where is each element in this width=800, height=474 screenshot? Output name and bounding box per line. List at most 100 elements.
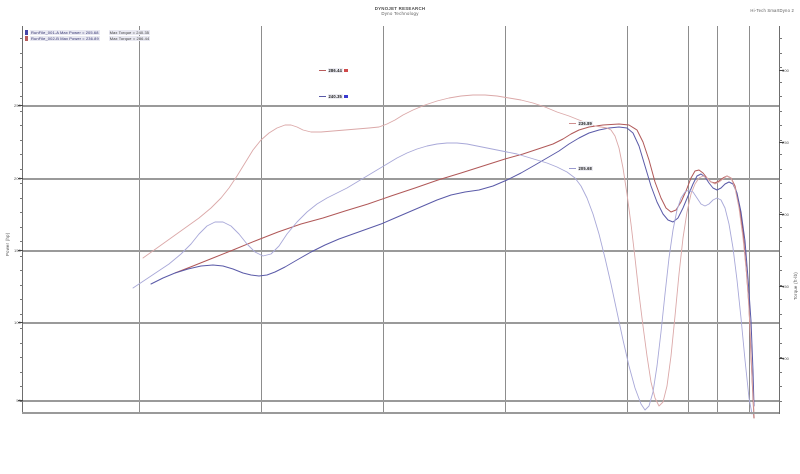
annotation-torque-a: 240.35: [319, 94, 348, 99]
annotation-value: 286.44: [327, 68, 343, 73]
plot-area: RunFile_001-A Max Power = 205.68 Max Tor…: [5, 26, 789, 419]
y-minor-tick-left: [20, 169, 23, 170]
annotation-dash: [319, 95, 326, 98]
y-tick-left: [18, 400, 23, 402]
y-minor-tick-left: [20, 125, 23, 126]
y-minor-tick-right: [779, 125, 782, 126]
y-minor-tick-right: [779, 328, 782, 329]
annotation-value: 205.68: [577, 166, 593, 171]
y-minor-tick-left: [20, 372, 23, 373]
y-minor-tick-left: [20, 386, 23, 387]
annotation-dash: [319, 69, 326, 72]
y-tick-label-right: 100: [782, 355, 789, 361]
y-tick-left: [18, 322, 23, 324]
y-tick-left: [18, 178, 23, 180]
legend: RunFile_001-A Max Power = 205.68 Max Tor…: [25, 29, 151, 41]
y-minor-tick-right: [779, 357, 782, 358]
annotation-power-b: 236.89: [569, 121, 593, 126]
y-minor-tick-right: [779, 53, 782, 54]
legend-swatch: [25, 35, 28, 41]
y-minor-tick-right: [779, 212, 782, 213]
y-minor-tick-left: [20, 96, 23, 97]
y-tick-right: [779, 214, 784, 216]
legend-row: RunFile_002-B Max Power = 236.89 Max Tor…: [25, 35, 151, 41]
y-minor-tick-left: [20, 328, 23, 329]
y-tick-label-left: 150: [14, 247, 21, 253]
y-minor-tick-right: [779, 285, 782, 286]
y-minor-tick-right: [779, 183, 782, 184]
y-tick-left: [18, 250, 23, 252]
y-minor-tick-left: [20, 256, 23, 257]
annotation-dash: [569, 122, 576, 125]
horizontal-gridline: [23, 178, 779, 180]
horizontal-gridline: [23, 400, 779, 402]
software-label: Hi-Tech SmartDyno 2: [750, 8, 794, 13]
y-minor-tick-left: [20, 154, 23, 155]
y-minor-tick-left: [20, 241, 23, 242]
y-minor-tick-left: [20, 38, 23, 39]
y-minor-tick-left: [20, 357, 23, 358]
chart-title: DYNOJET RESEARCH: [374, 6, 426, 11]
chart-subtitle: Dyno Technology: [381, 11, 419, 17]
y-tick-right: [779, 286, 784, 288]
y-tick-right: [779, 70, 784, 72]
y-minor-tick-right: [779, 241, 782, 242]
annotation-power-a: 205.68: [569, 166, 593, 171]
vertical-gridline: [261, 26, 262, 414]
y-minor-tick-left: [20, 227, 23, 228]
data-curve: [142, 94, 755, 413]
y-tick-right: [779, 358, 784, 360]
chart-header: DYNOJET RESEARCH Dyno Technology: [0, 6, 800, 16]
vertical-gridline: [139, 26, 140, 414]
y-minor-tick-left: [20, 401, 23, 402]
y-minor-tick-left: [20, 270, 23, 271]
vertical-gridline: [688, 26, 689, 414]
y-minor-tick-right: [779, 96, 782, 97]
y-minor-tick-right: [779, 343, 782, 344]
annotation-marker: [344, 68, 348, 73]
y-tick-label-left: 200: [14, 175, 21, 181]
annotation-marker: [344, 94, 348, 99]
y-tick-label-right: 200: [782, 211, 789, 217]
vertical-gridline: [717, 26, 718, 414]
y-tick-label-right: 300: [782, 67, 789, 73]
y-minor-tick-left: [20, 140, 23, 141]
y-tick-right: [779, 142, 784, 144]
annotation-value: 236.89: [577, 121, 593, 126]
y-axis-title-left: Power (hp): [5, 232, 10, 256]
y-minor-tick-left: [20, 343, 23, 344]
y-minor-tick-right: [779, 111, 782, 112]
y-minor-tick-right: [779, 256, 782, 257]
vertical-gridline: [383, 26, 384, 414]
y-tick-label-left: 250: [14, 102, 21, 108]
data-curve: [132, 142, 753, 415]
y-minor-tick-right: [779, 198, 782, 199]
y-minor-tick-left: [20, 285, 23, 286]
legend-stat: Max Torque = 240.35: [108, 29, 151, 35]
y-minor-tick-right: [779, 67, 782, 68]
y-minor-tick-left: [20, 111, 23, 112]
y-minor-tick-left: [20, 53, 23, 54]
y-minor-tick-left: [20, 82, 23, 83]
y-minor-tick-right: [779, 372, 782, 373]
annotation-value: 240.35: [327, 94, 343, 99]
y-axis-title-right: Torque (ft-lb): [793, 272, 798, 300]
y-tick-left: [18, 105, 23, 107]
y-minor-tick-left: [20, 183, 23, 184]
y-minor-tick-left: [20, 198, 23, 199]
vertical-gridline: [505, 26, 506, 414]
y-minor-tick-right: [779, 270, 782, 271]
y-minor-tick-left: [20, 67, 23, 68]
y-tick-label-right: 150: [782, 283, 789, 289]
legend-row: RunFile_001-A Max Power = 205.68 Max Tor…: [25, 29, 151, 35]
y-minor-tick-right: [779, 386, 782, 387]
vertical-gridline: [749, 26, 750, 414]
legend-stat: Max Torque = 286.44: [108, 35, 151, 41]
plot-bottom-border: [22, 412, 779, 414]
y-minor-tick-right: [779, 227, 782, 228]
vertical-gridline: [627, 26, 628, 414]
y-minor-tick-right: [779, 314, 782, 315]
y-minor-tick-right: [779, 299, 782, 300]
y-minor-tick-left: [20, 212, 23, 213]
